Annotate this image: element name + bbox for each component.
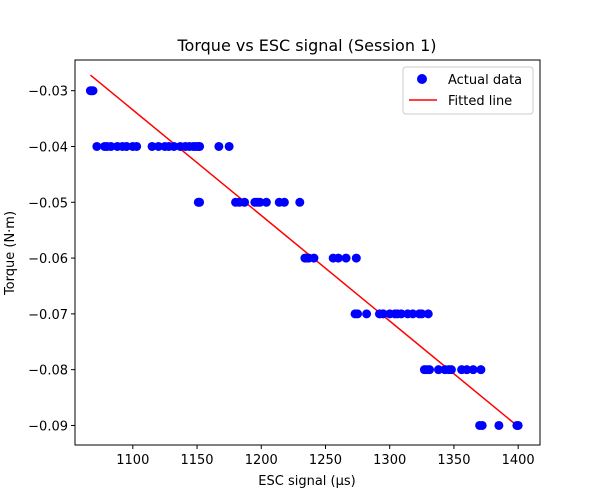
data-point — [362, 309, 372, 319]
x-tick-label: 1150 — [180, 453, 213, 468]
data-point — [468, 365, 478, 375]
plot-area — [74, 59, 541, 446]
data-point — [224, 141, 234, 151]
x-tick-label: 1250 — [309, 453, 342, 468]
data-point — [353, 309, 363, 319]
y-tick-label: −0.05 — [28, 196, 68, 211]
data-point — [408, 309, 418, 319]
y-tick-label: −0.07 — [28, 308, 68, 323]
data-point — [462, 365, 472, 375]
data-point — [477, 420, 487, 430]
y-axis-label: Torque (N·m) — [3, 211, 18, 296]
plot-frame — [74, 59, 541, 446]
y-tick-label: −0.04 — [28, 140, 68, 155]
data-point — [378, 309, 388, 319]
y-tick-label: −0.09 — [28, 419, 68, 434]
y-tick-label: −0.08 — [28, 364, 68, 379]
data-point — [195, 197, 205, 207]
y-tick-label: −0.03 — [28, 85, 68, 100]
data-point — [417, 309, 427, 319]
chart-title: Torque vs ESC signal (Session 1) — [177, 36, 437, 55]
data-point — [351, 253, 361, 263]
actual-data-series — [85, 86, 523, 430]
data-point — [295, 197, 305, 207]
data-point — [240, 197, 250, 207]
legend: Actual data Fitted line — [402, 66, 534, 115]
y-axis: −0.03 −0.04 −0.05 −0.06 −0.07 −0.08 −0.09 — [28, 85, 75, 434]
legend-box — [402, 66, 534, 115]
data-point — [214, 141, 224, 151]
x-axis: 1100 1150 1200 1250 1300 1350 1400 — [116, 445, 535, 468]
data-point — [147, 141, 157, 151]
data-point — [132, 141, 142, 151]
x-tick-label: 1350 — [437, 453, 470, 468]
x-tick-label: 1300 — [373, 453, 406, 468]
data-point — [255, 197, 265, 207]
fitted-line — [89, 74, 519, 428]
data-point — [476, 365, 486, 375]
fitted-line-series — [89, 74, 519, 428]
data-point — [333, 253, 343, 263]
data-point — [92, 141, 102, 151]
data-point — [423, 309, 433, 319]
data-point — [88, 86, 98, 96]
data-point — [261, 197, 271, 207]
data-point — [279, 197, 289, 207]
data-point — [425, 365, 435, 375]
data-point — [195, 141, 205, 151]
legend-marker-actual-data — [417, 74, 427, 84]
data-point — [153, 141, 163, 151]
data-point — [169, 141, 179, 151]
y-tick-label: −0.06 — [28, 252, 68, 267]
data-point — [513, 420, 523, 430]
data-point — [121, 141, 131, 151]
data-point — [309, 253, 319, 263]
data-point — [434, 365, 444, 375]
data-point — [494, 420, 504, 430]
x-tick-label: 1200 — [245, 453, 278, 468]
data-point — [396, 309, 406, 319]
legend-label-fitted-line: Fitted line — [448, 94, 512, 109]
data-point — [341, 253, 351, 263]
data-point — [106, 141, 116, 151]
x-tick-label: 1100 — [116, 453, 149, 468]
data-point — [446, 365, 456, 375]
legend-label-actual-data: Actual data — [448, 73, 522, 88]
x-axis-label: ESC signal (µs) — [258, 474, 355, 489]
x-tick-label: 1400 — [502, 453, 535, 468]
